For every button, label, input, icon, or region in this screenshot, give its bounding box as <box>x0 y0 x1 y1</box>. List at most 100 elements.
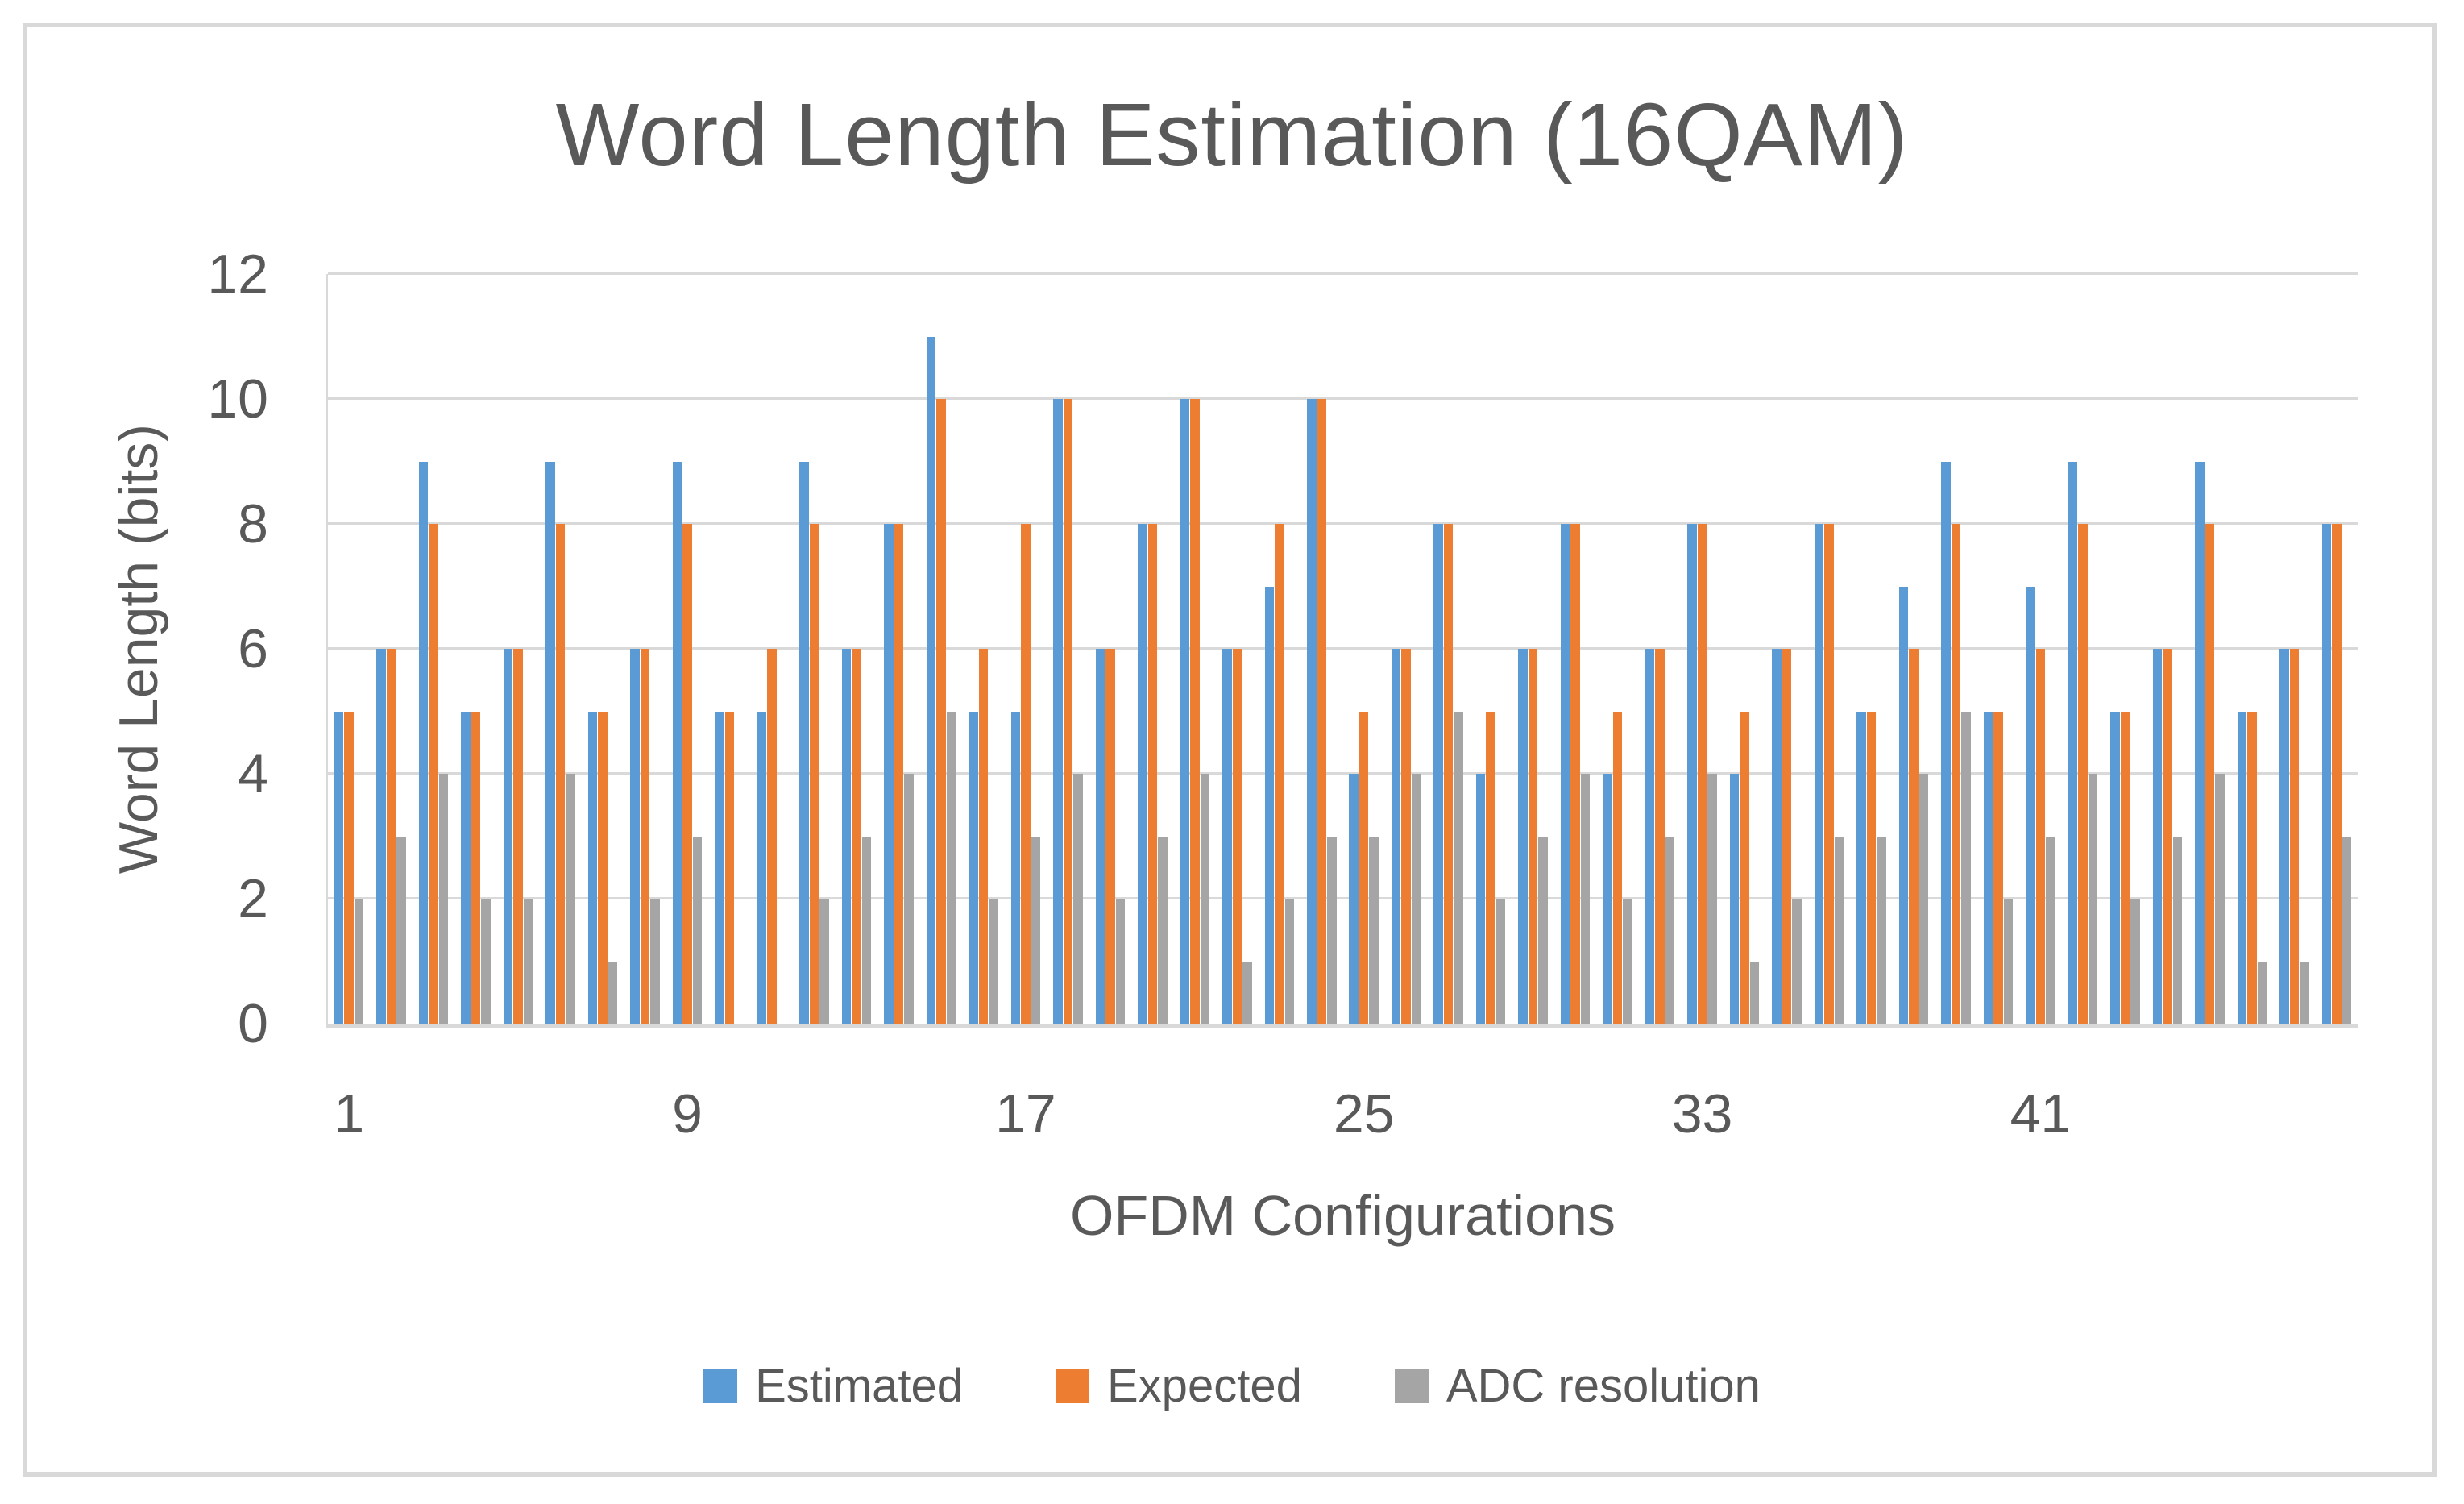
bar-expected-21 <box>1190 399 1200 1024</box>
bar-adc-resolution-37 <box>1877 836 1886 1024</box>
bar-estimated-24 <box>1307 399 1317 1024</box>
bar-estimated-5 <box>503 649 513 1024</box>
bar-estimated-42 <box>2068 461 2078 1024</box>
bar-group-34 <box>1724 274 1765 1024</box>
legend-item-estimated: Estimated <box>703 1359 963 1413</box>
bar-expected-11 <box>767 649 777 1024</box>
bar-adc-resolution-28 <box>1495 899 1506 1024</box>
bar-adc-resolution-47 <box>2300 961 2309 1024</box>
bar-expected-13 <box>852 649 861 1024</box>
bar-expected-28 <box>1486 711 1495 1024</box>
bar-estimated-39 <box>1941 461 1951 1024</box>
bar-adc-resolution-42 <box>2088 774 2098 1024</box>
bar-estimated-3 <box>418 461 429 1024</box>
bar-adc-resolution-13 <box>861 836 872 1024</box>
bar-estimated-43 <box>2110 711 2120 1024</box>
bar-expected-12 <box>809 524 819 1024</box>
bar-estimated-4 <box>461 711 471 1024</box>
bar-estimated-40 <box>1983 711 1993 1024</box>
bar-adc-resolution-6 <box>566 774 575 1024</box>
bar-expected-25 <box>1359 711 1369 1024</box>
bar-expected-29 <box>1528 649 1538 1024</box>
y-tick-label-10: 10 <box>207 368 268 430</box>
bar-adc-resolution-24 <box>1327 836 1337 1024</box>
bar-estimated-37 <box>1856 711 1866 1024</box>
bar-group-43 <box>2104 274 2146 1024</box>
bar-adc-resolution-20 <box>1158 836 1168 1024</box>
bar-expected-41 <box>2035 649 2046 1024</box>
bar-expected-26 <box>1401 649 1411 1024</box>
bar-expected-38 <box>1909 649 1919 1024</box>
bar-expected-18 <box>1063 399 1073 1024</box>
gridline-y-2 <box>328 897 2358 900</box>
bar-expected-19 <box>1105 649 1115 1024</box>
bar-group-36 <box>1808 274 1850 1024</box>
bar-estimated-1 <box>334 711 344 1024</box>
bar-estimated-22 <box>1222 649 1232 1024</box>
bar-group-2 <box>370 274 412 1024</box>
bar-expected-27 <box>1443 524 1454 1024</box>
bar-group-42 <box>2062 274 2104 1024</box>
bar-estimated-38 <box>1898 586 1909 1024</box>
bar-estimated-41 <box>2026 586 2035 1024</box>
bar-expected-4 <box>471 711 481 1024</box>
bar-expected-36 <box>1824 524 1834 1024</box>
bar-adc-resolution-9 <box>692 836 703 1024</box>
bar-adc-resolution-16 <box>989 899 998 1024</box>
bar-expected-6 <box>555 524 566 1024</box>
x-tick-label-9: 9 <box>672 1083 703 1145</box>
bar-group-3 <box>413 274 454 1024</box>
bar-expected-8 <box>640 649 650 1024</box>
bar-adc-resolution-8 <box>650 899 660 1024</box>
legend-swatch-estimated <box>703 1369 738 1403</box>
chart-title: Word Length Estimation (16QAM) <box>555 85 1909 185</box>
bar-estimated-31 <box>1603 774 1612 1024</box>
bar-expected-33 <box>1697 524 1707 1024</box>
bar-group-28 <box>1470 274 1512 1024</box>
bar-adc-resolution-25 <box>1369 836 1379 1024</box>
bar-group-11 <box>751 274 793 1024</box>
bar-adc-resolution-46 <box>2257 961 2267 1024</box>
y-axis-line <box>326 274 328 1024</box>
gridline-y-4 <box>328 772 2358 775</box>
bar-group-16 <box>962 274 1004 1024</box>
bar-estimated-16 <box>969 711 978 1024</box>
bar-adc-resolution-40 <box>2003 899 2014 1024</box>
legend: Estimated Expected ADC resolution <box>0 1359 2464 1413</box>
bar-estimated-45 <box>2195 461 2205 1024</box>
bar-group-1 <box>328 274 370 1024</box>
bar-adc-resolution-5 <box>523 899 533 1024</box>
bar-estimated-18 <box>1053 399 1063 1024</box>
chart-frame-border <box>23 23 2437 1477</box>
x-tick-label-41: 41 <box>2010 1083 2072 1145</box>
x-tick-label-25: 25 <box>1333 1083 1395 1145</box>
bar-adc-resolution-44 <box>2172 836 2183 1024</box>
bar-group-7 <box>582 274 624 1024</box>
bar-expected-23 <box>1275 524 1284 1024</box>
bar-adc-resolution-18 <box>1073 774 1083 1024</box>
bar-adc-resolution-30 <box>1580 774 1591 1024</box>
bar-estimated-21 <box>1180 399 1190 1024</box>
bar-group-18 <box>1047 274 1089 1024</box>
bar-group-45 <box>2188 274 2230 1024</box>
bar-adc-resolution-36 <box>1834 836 1844 1024</box>
bar-expected-48 <box>2332 524 2342 1024</box>
bar-estimated-20 <box>1138 524 1147 1024</box>
bar-adc-resolution-45 <box>2215 774 2225 1024</box>
bar-estimated-27 <box>1433 524 1443 1024</box>
bar-expected-24 <box>1317 399 1326 1024</box>
bar-adc-resolution-26 <box>1411 774 1421 1024</box>
legend-label-estimated: Estimated <box>755 1360 963 1412</box>
bar-group-13 <box>836 274 877 1024</box>
bar-adc-resolution-3 <box>438 774 449 1024</box>
bar-group-27 <box>1427 274 1469 1024</box>
y-axis-title: Word Length (bits) <box>108 423 169 875</box>
bar-adc-resolution-43 <box>2130 899 2140 1024</box>
bar-expected-31 <box>1612 711 1623 1024</box>
bar-group-33 <box>1681 274 1723 1024</box>
bar-group-35 <box>1765 274 1807 1024</box>
bar-estimated-46 <box>2237 711 2247 1024</box>
bar-adc-resolution-27 <box>1454 711 1463 1024</box>
bar-expected-7 <box>598 711 608 1024</box>
x-axis-line <box>326 1024 2358 1028</box>
